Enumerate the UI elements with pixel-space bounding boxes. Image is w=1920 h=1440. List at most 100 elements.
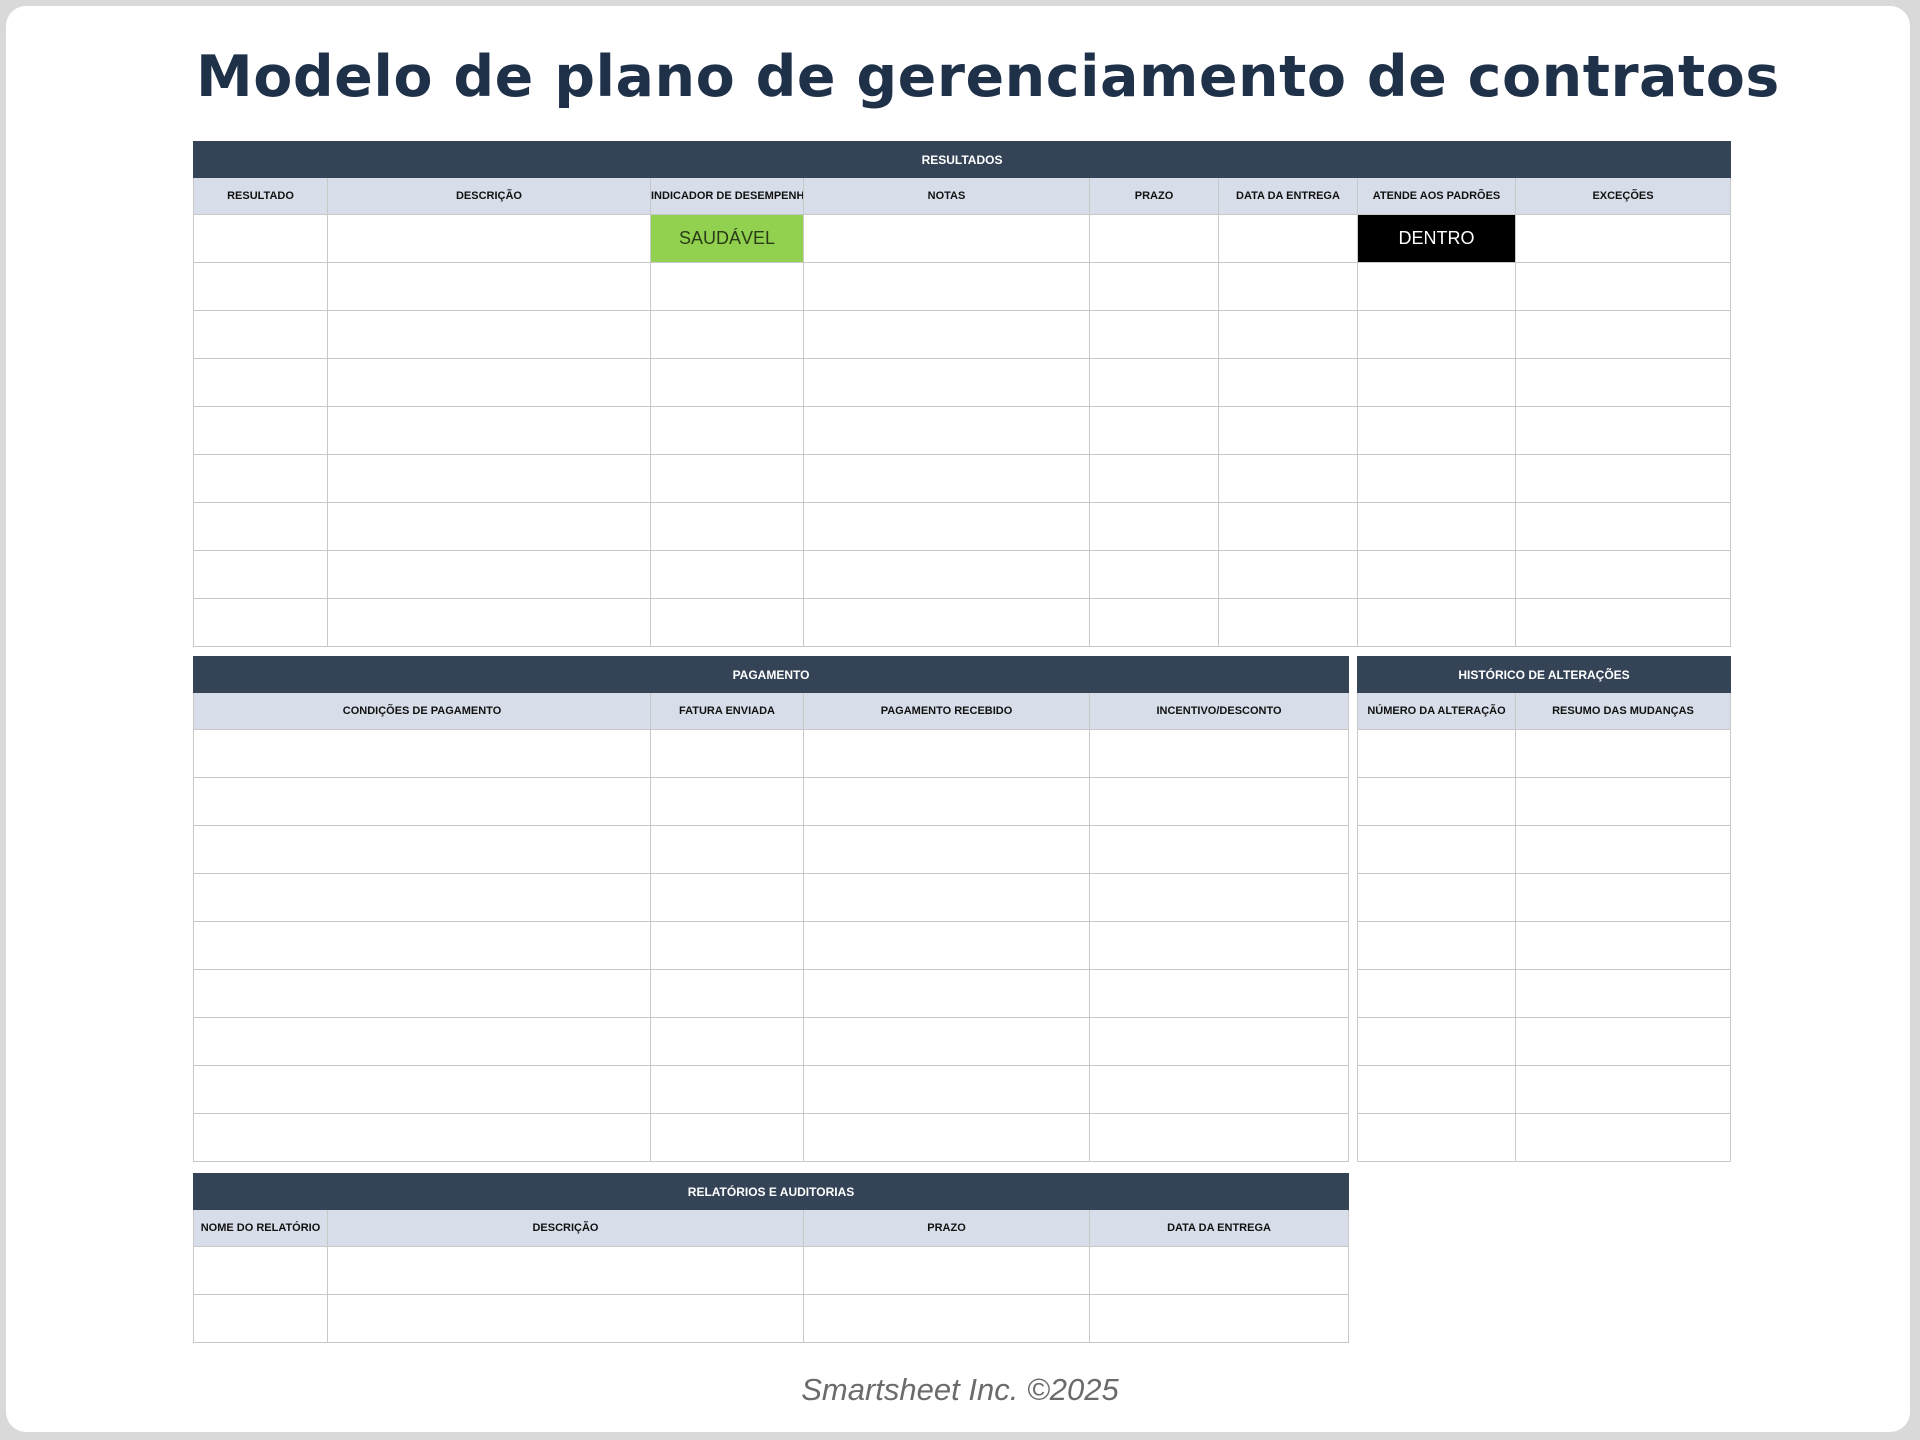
table-cell[interactable] [803,454,1090,503]
table-cell[interactable] [650,873,804,922]
table-cell[interactable] [650,825,804,874]
table-cell[interactable] [1089,502,1219,551]
table-cell[interactable] [1515,729,1731,778]
table-cell[interactable] [1218,358,1358,407]
table-cell[interactable] [327,1294,804,1343]
table-cell[interactable] [1088,1017,1350,1066]
table-cell[interactable] [650,777,804,826]
table-cell[interactable] [1088,969,1350,1018]
table-cell[interactable] [1515,873,1731,922]
table-cell[interactable] [650,454,804,503]
status-cell[interactable]: DENTRO [1357,214,1516,263]
table-cell[interactable] [1218,454,1358,503]
table-cell[interactable] [650,550,804,599]
table-cell[interactable] [1089,358,1219,407]
table-cell[interactable] [650,729,804,778]
table-cell[interactable] [1357,777,1516,826]
table-cell[interactable] [193,502,328,551]
table-cell[interactable] [650,921,804,970]
table-cell[interactable] [1357,262,1516,311]
table-cell[interactable] [193,550,328,599]
table-cell[interactable] [327,214,651,263]
table-cell[interactable] [1514,310,1732,359]
table-cell[interactable] [1515,1017,1731,1066]
table-cell[interactable] [1218,502,1358,551]
table-cell[interactable] [803,406,1090,455]
table-cell[interactable] [1088,1113,1350,1162]
table-cell[interactable] [803,1246,1090,1295]
table-cell[interactable] [1218,214,1358,263]
table-cell[interactable] [1514,262,1732,311]
table-cell[interactable] [803,310,1090,359]
table-cell[interactable] [1088,729,1350,778]
table-cell[interactable] [1357,1065,1516,1114]
table-cell[interactable] [327,502,651,551]
table-cell[interactable] [650,406,804,455]
table-cell[interactable] [1357,1113,1516,1162]
table-cell[interactable] [1357,598,1516,647]
table-cell[interactable] [803,502,1090,551]
table-cell[interactable] [1357,310,1516,359]
table-cell[interactable] [1088,1065,1350,1114]
table-cell[interactable] [1088,873,1350,922]
table-cell[interactable] [1357,406,1516,455]
table-cell[interactable] [1514,358,1732,407]
table-cell[interactable] [1357,921,1516,970]
table-cell[interactable] [650,1017,804,1066]
table-cell[interactable] [327,358,651,407]
table-cell[interactable] [803,825,1090,874]
table-cell[interactable] [803,1113,1090,1162]
table-cell[interactable] [327,1246,804,1295]
table-cell[interactable] [1357,873,1516,922]
table-cell[interactable] [193,1017,651,1066]
table-cell[interactable] [1089,262,1219,311]
table-cell[interactable] [1515,969,1731,1018]
table-cell[interactable] [327,310,651,359]
table-cell[interactable] [1088,825,1350,874]
table-cell[interactable] [1088,921,1350,970]
table-cell[interactable] [1357,969,1516,1018]
table-cell[interactable] [1089,406,1219,455]
table-cell[interactable] [803,1017,1090,1066]
table-cell[interactable] [193,777,651,826]
table-cell[interactable] [193,921,651,970]
table-cell[interactable] [803,1065,1090,1114]
table-cell[interactable] [803,214,1090,263]
table-cell[interactable] [1514,454,1732,503]
table-cell[interactable] [1515,1113,1731,1162]
table-cell[interactable] [1357,550,1516,599]
table-cell[interactable] [803,1294,1090,1343]
table-cell[interactable] [1089,550,1219,599]
table-cell[interactable] [193,1246,328,1295]
table-cell[interactable] [1514,214,1732,263]
table-cell[interactable] [327,454,651,503]
table-cell[interactable] [193,406,328,455]
table-cell[interactable] [650,262,804,311]
table-cell[interactable] [803,262,1090,311]
table-cell[interactable] [327,598,651,647]
table-cell[interactable] [803,873,1090,922]
table-cell[interactable] [1088,1246,1350,1295]
table-cell[interactable] [1357,1017,1516,1066]
table-cell[interactable] [1218,262,1358,311]
table-cell[interactable] [193,598,328,647]
table-cell[interactable] [1218,406,1358,455]
table-cell[interactable] [1515,777,1731,826]
table-cell[interactable] [803,921,1090,970]
table-cell[interactable] [193,1065,651,1114]
table-cell[interactable] [1088,777,1350,826]
table-cell[interactable] [803,598,1090,647]
table-cell[interactable] [650,502,804,551]
table-cell[interactable] [327,550,651,599]
table-cell[interactable] [193,454,328,503]
table-cell[interactable] [193,729,651,778]
table-cell[interactable] [193,1294,328,1343]
table-cell[interactable] [327,262,651,311]
table-cell[interactable] [803,777,1090,826]
table-cell[interactable] [1515,1065,1731,1114]
table-cell[interactable] [1218,310,1358,359]
table-cell[interactable] [803,969,1090,1018]
status-cell[interactable]: SAUDÁVEL [650,214,804,263]
table-cell[interactable] [1357,454,1516,503]
table-cell[interactable] [193,1113,651,1162]
